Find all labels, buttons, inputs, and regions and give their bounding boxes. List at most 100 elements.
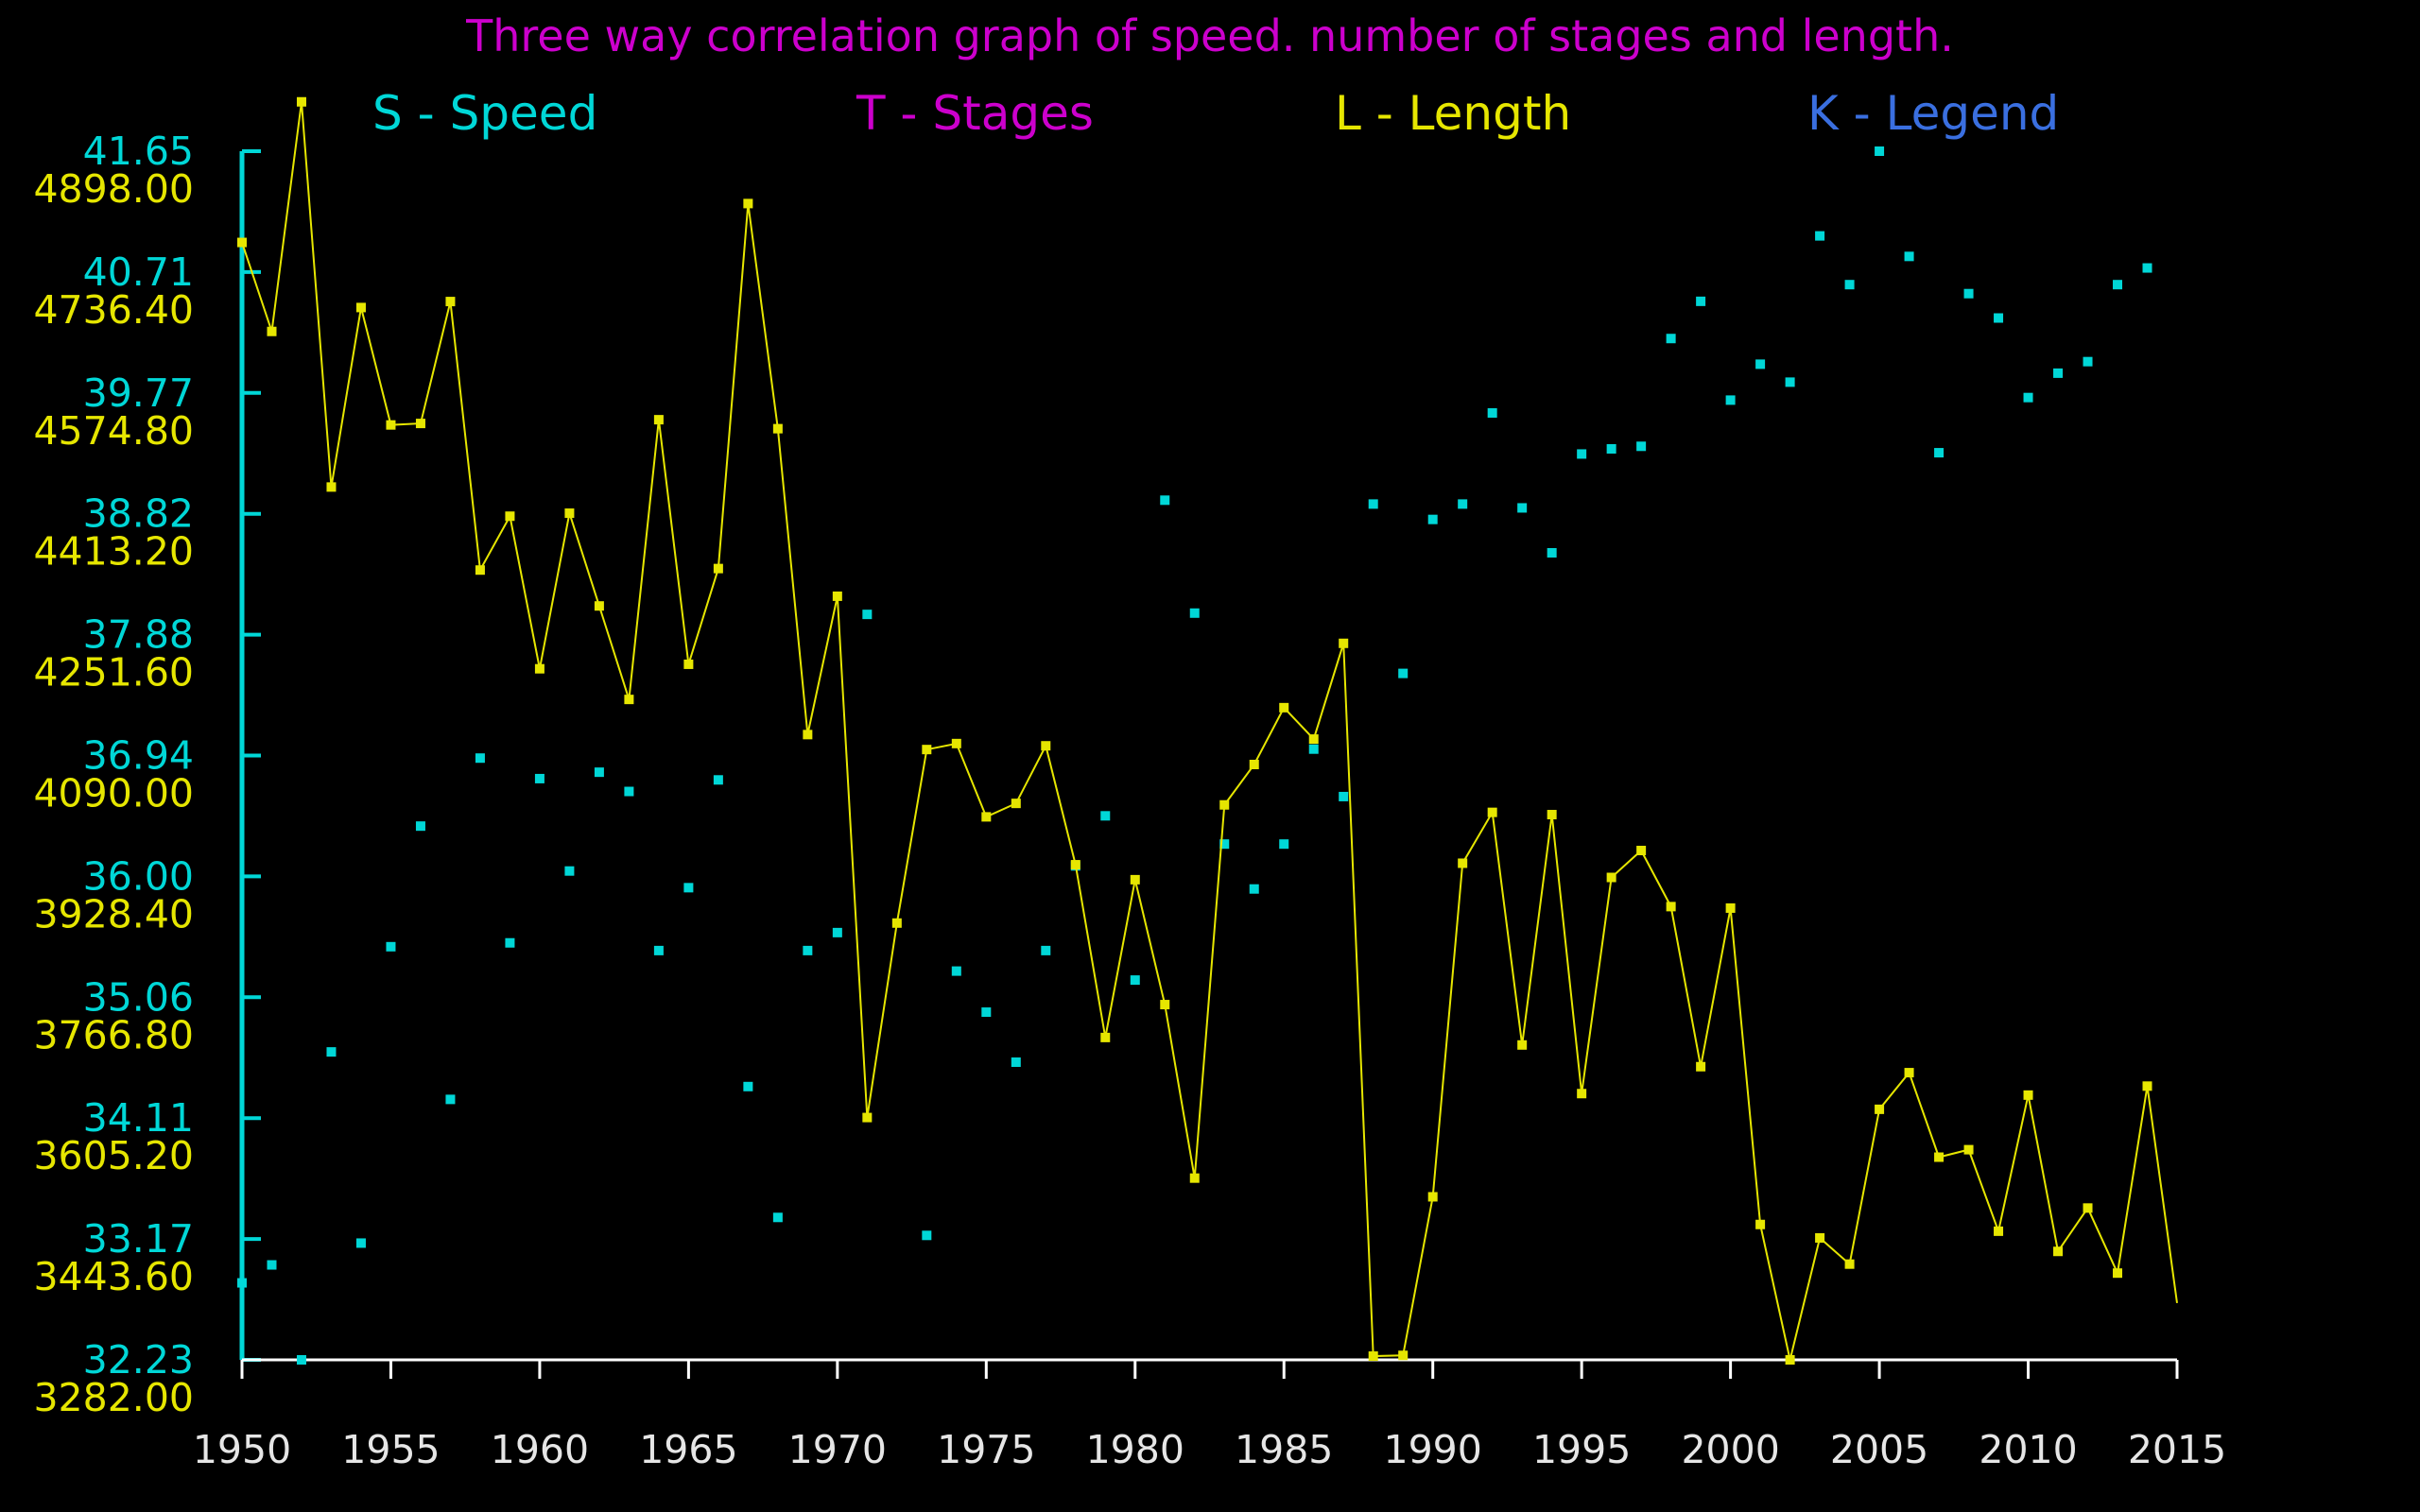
length-point — [355, 302, 366, 313]
length-point — [1458, 858, 1468, 868]
length-point — [1577, 1089, 1587, 1099]
length-point — [1636, 846, 1647, 856]
speed-point — [1011, 1057, 1021, 1068]
speed-point — [1606, 443, 1616, 454]
speed-point — [1368, 499, 1378, 509]
length-point — [1844, 1259, 1855, 1269]
speed-point — [505, 937, 515, 948]
length-point — [653, 415, 664, 425]
speed-point — [1041, 945, 1051, 955]
speed-point — [1875, 146, 1885, 156]
length-point — [2113, 1268, 2123, 1279]
speed-point — [445, 1094, 456, 1105]
length-point — [1755, 1219, 1766, 1229]
speed-point — [1487, 407, 1497, 418]
speed-point — [922, 1230, 932, 1241]
length-point — [1875, 1104, 1885, 1114]
length-point — [386, 420, 396, 430]
speed-point — [832, 927, 842, 937]
length-point — [862, 1112, 873, 1123]
speed-point — [2142, 263, 2152, 273]
x-tick-label: 1995 — [1532, 1427, 1631, 1472]
x-tick-label: 2000 — [1681, 1427, 1779, 1472]
speed-point — [1458, 499, 1468, 509]
speed-point — [1517, 503, 1528, 513]
length-point — [624, 695, 634, 705]
speed-point — [1427, 514, 1438, 524]
speed-point — [1815, 231, 1825, 241]
length-point — [1308, 734, 1319, 745]
key-stages: T - Stages — [856, 86, 1094, 141]
speed-point — [594, 767, 604, 778]
speed-point — [1636, 441, 1647, 452]
x-tick-label: 2010 — [1979, 1427, 2077, 1472]
length-point — [981, 812, 992, 822]
length-point — [2053, 1246, 2064, 1257]
key-legend: K - Legend — [1807, 86, 2059, 141]
speed-point — [1666, 334, 1676, 344]
length-series — [237, 96, 2178, 1365]
length-point — [415, 419, 425, 429]
speed-tick-label: 36.00 — [83, 853, 194, 899]
speed-point — [683, 883, 694, 893]
length-point — [1011, 799, 1021, 809]
length-point — [237, 237, 247, 248]
length-point — [1189, 1173, 1200, 1183]
speed-point — [653, 945, 664, 955]
length-tick-label: 4090.00 — [33, 771, 194, 816]
length-tick-label: 4898.00 — [33, 166, 194, 212]
speed-point — [1130, 975, 1140, 986]
length-point — [1696, 1061, 1706, 1072]
length-point — [296, 96, 306, 107]
length-point — [1070, 860, 1080, 870]
length-point — [1963, 1144, 1974, 1155]
length-point — [1994, 1226, 2004, 1236]
speed-point — [296, 1355, 306, 1365]
length-point — [1517, 1040, 1528, 1050]
length-tick-label: 3605.20 — [33, 1133, 194, 1178]
speed-point — [1189, 608, 1200, 618]
length-point — [267, 326, 277, 336]
speed-point — [1100, 811, 1111, 821]
speed-point — [1160, 495, 1170, 506]
speed-point — [564, 866, 575, 876]
length-point — [1041, 741, 1051, 751]
length-point — [1725, 902, 1736, 913]
speed-tick-label: 32.23 — [83, 1337, 194, 1383]
length-point — [1815, 1232, 1825, 1243]
speed-point — [2023, 392, 2033, 403]
speed-point — [326, 1047, 337, 1057]
x-tick-label: 1990 — [1384, 1427, 1482, 1472]
length-tick-label: 4736.40 — [33, 287, 194, 333]
length-point — [594, 601, 604, 611]
x-tick-label: 1980 — [1086, 1427, 1184, 1472]
speed-point — [355, 1238, 366, 1248]
speed-point — [624, 786, 634, 797]
length-point — [683, 659, 694, 669]
speed-point — [1279, 839, 1289, 850]
speed-point — [1755, 359, 1766, 369]
length-point — [713, 563, 723, 574]
length-point — [743, 198, 753, 209]
x-tick-label: 1970 — [788, 1427, 887, 1472]
speed-point — [1308, 744, 1319, 754]
length-point — [1934, 1152, 1945, 1162]
speed-point — [2113, 280, 2123, 290]
speed-point — [1725, 395, 1736, 405]
speed-tick-label: 40.71 — [83, 249, 194, 295]
speed-point — [1994, 313, 2004, 323]
speed-point — [713, 775, 723, 785]
speed-tick-label: 41.65 — [83, 129, 194, 174]
x-tick-label: 2005 — [1830, 1427, 1928, 1472]
speed-point — [267, 1260, 277, 1270]
speed-tick-label: 36.94 — [83, 733, 194, 779]
x-tick-label: 2015 — [2128, 1427, 2226, 1472]
speed-point — [1934, 448, 1945, 458]
length-point — [2083, 1203, 2093, 1213]
length-point — [1606, 872, 1616, 883]
speed-tick-label: 34.11 — [83, 1095, 194, 1141]
speed-tick-label: 33.17 — [83, 1216, 194, 1262]
speed-point — [1904, 251, 1914, 262]
speed-tick-label: 38.82 — [83, 491, 194, 537]
x-tick-label: 1955 — [341, 1427, 440, 1472]
